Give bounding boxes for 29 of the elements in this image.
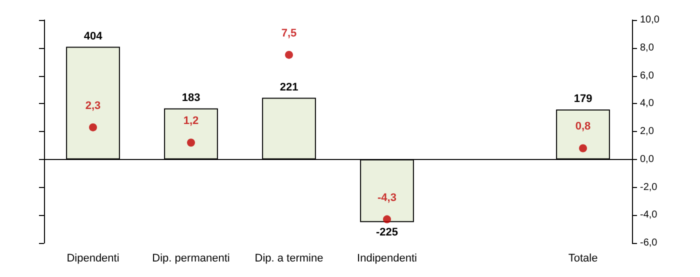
x-tick-label: Dip. permanenti <box>152 252 230 264</box>
data-label: 0,8 <box>575 120 591 133</box>
x-tick-label: Dip. a termine <box>254 252 324 264</box>
y2-tick-label: -6,0 <box>640 238 658 248</box>
y2-tick-label: 2,0 <box>640 126 654 137</box>
point <box>89 123 97 132</box>
point <box>579 144 587 152</box>
y2-tick-label: 10,0 <box>640 14 660 26</box>
data-label: 2,3 <box>85 100 101 112</box>
data-label: 1,2 <box>183 115 199 128</box>
point <box>285 50 293 59</box>
x-tick-label: Totale <box>568 252 598 264</box>
data-label: 221 <box>280 81 298 94</box>
y2-tick-label: 0,0 <box>640 154 654 165</box>
y2-tick-label: -2,0 <box>640 182 658 193</box>
y2-tick-label: 4,0 <box>640 98 654 110</box>
data-label: 404 <box>84 30 104 42</box>
y2-tick-label: 6,0 <box>640 70 654 82</box>
data-label: 183 <box>182 92 200 104</box>
y2-tick-label: -4,0 <box>640 210 658 221</box>
data-label: 179 <box>574 92 592 105</box>
x-tick-label: Indipendenti <box>357 252 417 264</box>
point <box>187 138 195 147</box>
y2-tick-label: 8,0 <box>640 42 654 54</box>
point <box>383 215 391 224</box>
data-label: 7,5 <box>281 27 297 40</box>
data-label: -225 <box>376 226 398 239</box>
data-label: -4,3 <box>378 192 396 204</box>
x-tick-label: Dipendenti <box>66 252 120 264</box>
